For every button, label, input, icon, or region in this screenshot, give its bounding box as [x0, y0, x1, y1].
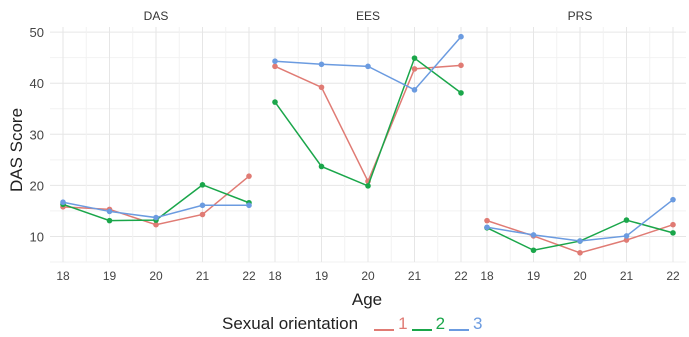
- data-point-prs-3-22: [670, 196, 676, 203]
- legend-item-2: 2: [411, 314, 446, 334]
- legend-swatch-1: [374, 329, 395, 331]
- x-tick-label-22: 22: [666, 269, 680, 283]
- x-tick-label-21: 21: [196, 269, 210, 283]
- legend-label-3: 3: [473, 314, 483, 333]
- data-point-prs-2-22: [670, 230, 676, 236]
- data-point-prs-3-20: [577, 238, 583, 244]
- data-point-ees-3-21: [411, 87, 418, 93]
- panel-title-ees: EES: [356, 9, 380, 23]
- data-point-das-3-20: [153, 214, 159, 221]
- data-point-das-1-22: [246, 173, 252, 179]
- y-tick-label-10: 10: [30, 229, 44, 244]
- x-tick-label-18: 18: [480, 269, 494, 283]
- legend-swatch-3: [449, 329, 470, 331]
- data-point-ees-3-22: [458, 33, 464, 40]
- legend-label-2: 2: [435, 314, 446, 333]
- panel-title-prs: PRS: [568, 9, 593, 23]
- y-tick-label-30: 30: [30, 127, 44, 142]
- data-point-das-2-19: [106, 217, 113, 224]
- data-point-ees-3-19: [318, 61, 325, 68]
- legend: Sexual orientation 1 2 3: [222, 312, 487, 336]
- data-point-prs-1-20: [577, 250, 583, 256]
- data-point-ees-1-22: [458, 62, 464, 69]
- x-tick-label-19: 19: [527, 269, 541, 283]
- panel-das: DAS 18 19 20 21 22: [50, 9, 262, 283]
- data-point-ees-3-18: [272, 58, 278, 65]
- data-point-prs-3-19: [530, 232, 537, 238]
- y-tick-label-50: 50: [30, 25, 44, 40]
- data-point-das-3-22: [246, 202, 252, 209]
- x-tick-label-18: 18: [56, 269, 70, 283]
- data-point-ees-3-20: [365, 63, 371, 70]
- legend-label-1: 1: [398, 314, 408, 333]
- x-tick-label-20: 20: [573, 269, 587, 283]
- data-point-prs-2-19: [530, 247, 537, 254]
- panel-ees: EES 18 19 20 21 22: [262, 9, 474, 283]
- data-point-das-3-18: [60, 199, 66, 206]
- data-point-das-1-21: [199, 211, 206, 218]
- legend-item-3: 3: [449, 314, 483, 334]
- data-point-das-1-20: [153, 221, 159, 228]
- y-axis-label: DAS Score: [7, 108, 26, 192]
- x-tick-label-20: 20: [149, 269, 163, 283]
- panels-layer: DAS 18 19 20 21 22 EES 18 19 20 21 22 PRS 18 19 20 21 22: [50, 9, 686, 283]
- x-tick-label-22: 22: [242, 269, 256, 283]
- x-tick-label-18: 18: [268, 269, 282, 283]
- data-point-prs-2-21: [623, 217, 630, 223]
- data-point-prs-1-21: [623, 237, 630, 243]
- data-point-das-3-19: [106, 208, 113, 215]
- data-point-ees-2-21: [411, 55, 418, 61]
- data-point-ees-2-22: [458, 90, 464, 96]
- x-axis-label: Age: [352, 290, 382, 309]
- x-tick-label-19: 19: [315, 269, 329, 283]
- data-point-prs-1-18: [484, 217, 490, 224]
- data-point-das-2-21: [199, 182, 206, 188]
- x-tick-label-20: 20: [361, 269, 375, 283]
- data-point-prs-3-18: [484, 224, 490, 231]
- data-point-ees-2-18: [272, 99, 278, 105]
- x-tick-label-22: 22: [454, 269, 468, 283]
- data-point-ees-2-20: [365, 183, 371, 189]
- data-point-ees-1-19: [318, 84, 325, 91]
- y-tick-label-20: 20: [30, 178, 44, 193]
- data-point-prs-1-22: [670, 221, 676, 228]
- data-point-ees-1-18: [272, 63, 278, 70]
- x-tick-label-19: 19: [103, 269, 117, 283]
- legend-swatch-2: [411, 329, 432, 331]
- x-tick-label-21: 21: [408, 269, 422, 283]
- data-point-ees-2-19: [318, 163, 325, 170]
- legend-title: Sexual orientation: [222, 314, 359, 333]
- y-tick-label-40: 40: [30, 76, 44, 91]
- x-tick-label-21: 21: [620, 269, 634, 283]
- data-point-prs-3-21: [623, 233, 630, 239]
- legend-item-1: 1: [374, 314, 408, 334]
- panel-prs: PRS 18 19 20 21 22: [474, 9, 686, 283]
- data-point-das-3-21: [199, 202, 206, 209]
- panel-title-das: DAS: [144, 9, 169, 23]
- data-point-ees-1-21: [411, 66, 418, 72]
- y-axis: 10 20 30 40 50: [30, 25, 44, 244]
